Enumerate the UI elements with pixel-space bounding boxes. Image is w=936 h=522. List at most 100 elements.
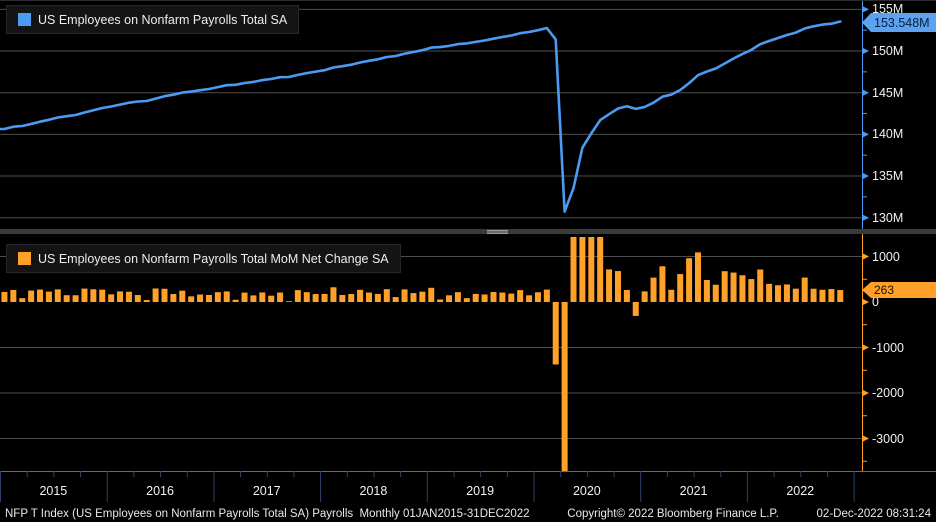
net-change-bar	[1, 291, 8, 302]
y-axis-tick-arrow	[862, 130, 869, 138]
net-change-bar	[597, 237, 604, 302]
net-change-bar	[739, 275, 746, 302]
net-change-bar	[188, 296, 195, 302]
net-change-bar	[72, 295, 79, 302]
net-change-bar	[410, 293, 417, 302]
net-change-bar	[37, 289, 44, 302]
net-change-bar	[250, 295, 257, 302]
net-change-bar	[632, 302, 639, 316]
net-change-bar	[614, 271, 621, 302]
net-change-bar	[428, 287, 435, 302]
net-change-bar	[339, 294, 346, 302]
y-axis-tick-arrow	[862, 344, 869, 351]
net-change-bar	[214, 292, 221, 302]
net-change-bar	[783, 284, 790, 302]
net-change-bar	[383, 289, 390, 302]
net-change-bar	[561, 302, 568, 472]
net-change-bar	[401, 289, 408, 302]
net-change-bar	[161, 288, 168, 302]
panel-divider	[0, 229, 936, 234]
net-change-bar	[277, 292, 284, 302]
net-change-bar	[45, 291, 52, 302]
net-change-bar	[694, 252, 701, 302]
net-change-bar	[775, 285, 782, 302]
net-change-bar	[81, 288, 88, 302]
net-change-bar	[90, 289, 97, 302]
net-change-bar	[828, 289, 835, 302]
net-change-bar	[703, 280, 710, 302]
net-change-bar	[197, 294, 204, 302]
y-axis-tick-label: -2000	[872, 386, 904, 400]
net-change-bar	[437, 299, 444, 302]
net-change-bar	[259, 292, 266, 302]
net-change-bar	[179, 290, 186, 302]
net-change-bar	[134, 295, 141, 302]
net-change-bar	[117, 291, 124, 302]
net-change-bar	[481, 294, 488, 302]
net-change-bar	[552, 302, 559, 365]
net-change-bar	[668, 289, 675, 302]
net-change-bar	[152, 288, 159, 302]
x-axis-year-label: 2016	[146, 484, 174, 498]
net-change-bar	[526, 295, 533, 302]
y-axis-tick-arrow	[862, 253, 869, 260]
legend-mom-net-change[interactable]: US Employees on Nonfarm Payrolls Total M…	[6, 244, 401, 273]
net-change-bar	[659, 266, 666, 302]
net-change-bar	[268, 295, 275, 302]
panel-divider-handle[interactable]	[487, 230, 508, 234]
net-change-bar	[357, 289, 364, 302]
net-change-bar	[454, 292, 461, 302]
status-timestamp: 02-Dec-2022 08:31:24	[816, 507, 931, 520]
net-change-bar	[419, 291, 426, 302]
net-change-bar	[570, 237, 577, 302]
x-axis-year-label: 2020	[572, 484, 601, 498]
net-change-bar	[232, 299, 239, 302]
net-change-bar	[366, 292, 373, 302]
legend-payrolls-total-label: US Employees on Nonfarm Payrolls Total S…	[38, 12, 288, 27]
net-change-bar	[170, 293, 177, 302]
net-change-bar	[748, 279, 755, 302]
net-change-bar	[650, 277, 657, 302]
y-axis-tick-arrow	[862, 298, 869, 306]
x-axis-year-label: 2015	[39, 484, 68, 498]
legend-payrolls-total[interactable]: US Employees on Nonfarm Payrolls Total S…	[6, 5, 300, 34]
net-change-bar	[801, 277, 808, 302]
y-axis-tick-label: 155M	[872, 2, 904, 17]
net-change-bar	[241, 292, 248, 302]
net-change-bar	[810, 288, 817, 302]
chart-canvas[interactable]	[0, 1, 936, 506]
y-axis-tick-arrow	[862, 435, 869, 442]
net-change-bar	[294, 290, 301, 302]
net-change-bar	[143, 300, 150, 302]
last-value-badge-net-change: 263	[862, 282, 936, 298]
y-axis-tick-arrow	[862, 89, 869, 97]
net-change-bar	[757, 269, 764, 302]
x-axis-year-label: 2021	[679, 484, 708, 498]
net-change-bar	[63, 295, 70, 302]
status-bar: NFP T Index (US Employees on Nonfarm Pay…	[0, 505, 936, 522]
y-axis-tick-arrow	[862, 214, 869, 222]
net-change-bar	[446, 295, 453, 302]
last-value-badge-payrolls: 153.548M	[862, 13, 936, 32]
net-change-bar	[312, 294, 319, 302]
payrolls-line	[0, 20, 842, 213]
y-axis-tick-label: 150M	[872, 44, 904, 59]
y-axis-tick-arrow	[862, 47, 869, 55]
net-change-bar	[837, 290, 844, 302]
net-change-bar	[517, 290, 524, 302]
y-axis-tick-label: 130M	[872, 210, 904, 225]
status-copyright: Copyright© 2022 Bloomberg Finance L.P.	[567, 507, 779, 520]
net-change-bar	[508, 293, 515, 302]
net-change-bar	[303, 292, 310, 302]
x-axis-year-label: 2022	[786, 484, 815, 498]
y-axis-tick-arrow	[862, 5, 869, 13]
blue-series-swatch-icon	[18, 13, 31, 26]
net-change-bar	[205, 294, 212, 302]
net-change-bar	[766, 283, 773, 302]
y-axis-tick-label: 135M	[872, 169, 904, 184]
y-axis-tick-arrow	[862, 172, 869, 180]
net-change-bar	[677, 274, 684, 302]
net-change-bar	[686, 258, 693, 302]
net-change-bar	[348, 294, 355, 302]
net-change-bar	[819, 289, 826, 302]
